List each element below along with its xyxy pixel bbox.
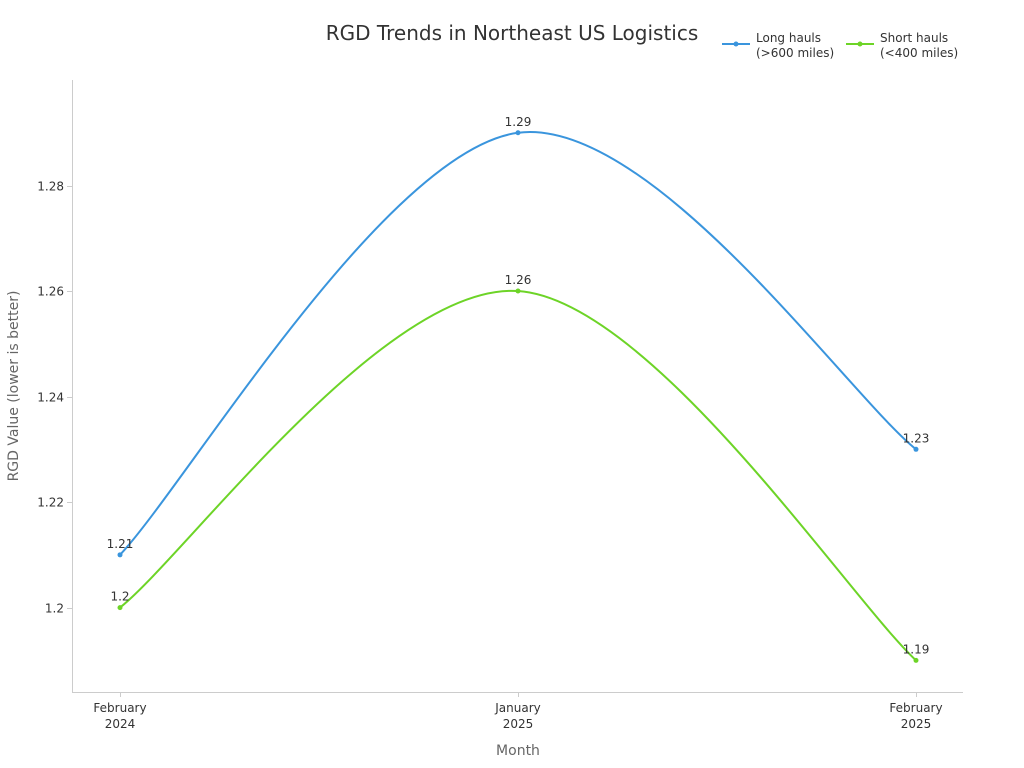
y-tick-label: 1.2 [45,602,64,616]
data-label: 1.21 [107,537,134,551]
x-tick-label-line: February [889,701,942,715]
legend-label-line: Long hauls [756,31,821,45]
legend-label-line: Short hauls [880,31,948,45]
chart-title: RGD Trends in Northeast US Logistics [326,21,699,45]
y-tick-label: 1.26 [37,285,64,299]
x-axis-title: Month [496,743,540,759]
data-point [515,288,521,294]
data-point [913,446,919,452]
series-1: 1.21 1.29 1.23 [107,115,930,558]
y-tick-label: 1.24 [37,391,64,405]
x-tick-label-line: 2025 [901,717,932,731]
series-2: 1.2 1.26 1.19 [110,273,929,663]
y-tick-label: 1.28 [37,180,64,194]
data-label: 1.26 [505,273,532,287]
legend-label: Long hauls (>600 miles) [756,31,834,60]
data-point [117,605,123,611]
series-line [119,131,917,556]
data-label: 1.29 [505,115,532,129]
x-tick-label: February 2025 [889,701,942,731]
series-layer: 1.21 1.29 1.23 1.2 1.26 1.19 [107,115,930,663]
legend-label: Short hauls (<400 miles) [880,31,958,60]
legend-item: Long hauls (>600 miles) [722,31,834,60]
data-label: 1.2 [110,590,129,604]
data-label: 1.19 [903,642,930,656]
legend-label-line: (<400 miles) [880,46,958,60]
data-point [117,552,123,558]
data-label: 1.23 [903,431,930,445]
y-axis-title: RGD Value (lower is better) [6,291,22,482]
x-tick-label: February 2024 [93,701,146,731]
x-axis: February 2024 January 2025 February 2025 [93,692,943,731]
x-tick-label-line: 2024 [105,717,136,731]
y-axis: 1.2 1.22 1.24 1.26 1.28 [37,180,72,616]
y-tick-label: 1.22 [37,496,64,510]
legend-swatch-point [857,41,863,47]
x-tick-label-line: 2025 [503,717,534,731]
x-tick-label: January 2025 [494,701,541,731]
legend: Long hauls (>600 miles) Short hauls (<400 m… [722,31,958,60]
legend-swatch-point [733,41,739,47]
x-tick-label-line: January [494,701,541,715]
legend-item: Short hauls (<400 miles) [846,31,958,60]
series-line [119,290,917,662]
data-point [913,657,919,663]
data-point [515,130,521,136]
legend-label-line: (>600 miles) [756,46,834,60]
x-tick-label-line: February [93,701,146,715]
